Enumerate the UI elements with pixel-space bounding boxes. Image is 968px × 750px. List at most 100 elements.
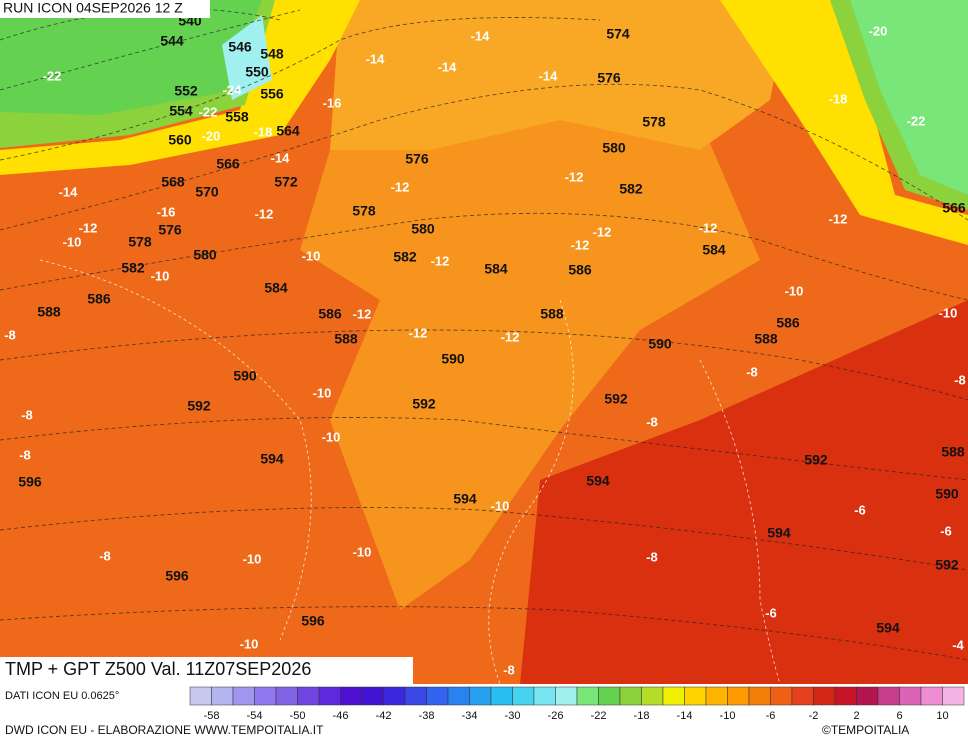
geopotential-label: 582 [619,181,643,197]
geopotential-label: 580 [411,221,435,237]
geopotential-label: 544 [160,33,184,49]
scale-label: -38 [419,710,435,722]
geopotential-label: 596 [165,568,189,584]
scale-label: -14 [677,710,693,722]
geopotential-label: 584 [484,261,508,277]
contour [0,9,301,91]
geopotential-label: 564 [276,123,300,139]
temperature-label: -10 [322,429,341,444]
scale-swatch [834,686,857,706]
contour [0,83,968,231]
geopotential-label: 586 [87,291,111,307]
temperature-label: -14 [59,184,79,199]
scale-swatch [555,686,578,706]
temperature-label: -8 [646,549,658,564]
temperature-label: -6 [854,502,866,517]
scale-swatch [920,686,943,706]
run-box [0,0,210,18]
zone-green [850,0,968,195]
scale-swatch [705,686,728,706]
scale-swatch [254,686,277,706]
geopotential-label: 584 [702,242,726,258]
scale-swatch [942,686,965,706]
geopotential-label: 594 [260,451,284,467]
scale-label: -58 [204,710,220,722]
scale-label: -42 [376,710,392,722]
geopotential-label: 548 [260,46,284,62]
scale-swatch [490,686,513,706]
scale-label: -10 [720,710,736,722]
scale-swatch [404,686,427,706]
zone-yellow [0,0,360,175]
color-scale: -58 -54 -50 -46 -42 -38 -34 -30 -26 -22 -18 -14 -10-… [189,686,965,722]
geopotential-label: 592 [412,396,436,412]
geopotential-label: 552 [174,83,198,99]
geopotential-label: 574 [606,26,630,42]
geopotential-label: 596 [301,613,325,629]
scale-swatch [318,686,341,706]
geopotential-label: 550 [245,64,269,80]
geopotential-label: 566 [216,156,240,172]
geopotential-label: 586 [318,306,342,322]
scale-swatch [813,686,836,706]
temperature-label: -16 [323,95,342,110]
isotherm [488,299,574,685]
scale-swatch [791,686,814,706]
geopotential-label: 570 [195,184,219,200]
zone-hot [520,300,968,684]
title-box [0,657,413,685]
scale-label: 2 [853,710,859,722]
temperature-label: -10 [243,551,262,566]
temperature-label: -12 [829,211,848,226]
scale-swatch [512,686,535,706]
geopotential-label: 546 [228,39,252,55]
zone-yellow [720,0,968,245]
map-title: TMP + GPT Z500 Val. 11Z07SEP2026 [5,659,311,679]
geopotential-label: 556 [260,86,284,102]
temperature-label: -6 [940,523,952,538]
scale-swatch [469,686,492,706]
scale-swatch [899,686,922,706]
temperature-label: -22 [907,113,926,128]
geopotential-label: 566 [942,200,966,216]
zone-mild [330,0,790,150]
geopotential-label: 576 [597,70,621,86]
temperature-label: -14 [438,59,458,74]
geopotential-label: 592 [804,452,828,468]
temperature-label: -10 [302,248,321,263]
temperature-label: -16 [157,204,176,219]
scale-label: 10 [936,710,948,722]
temperature-label: -12 [391,179,410,194]
copyright: ©TEMPOITALIA [822,723,909,737]
geopotential-label: 590 [233,368,257,384]
temperature-label: -8 [954,372,966,387]
temperature-label: -8 [21,407,33,422]
geopotential-label: 592 [935,557,959,573]
scale-label: 6 [896,710,902,722]
temperature-label: -10 [785,283,804,298]
geopotential-label: 594 [453,491,477,507]
credit: DWD ICON EU - ELABORAZIONE WWW.TEMPOITAL… [5,723,324,737]
temperature-label: -14 [471,28,491,43]
geopotential-label: 588 [37,304,61,320]
temperature-label: -18 [254,124,273,139]
scale-swatch [361,686,384,706]
geopotential-label: 578 [352,203,376,219]
scale-label: -2 [809,710,819,722]
scale-swatch [727,686,750,706]
geopotential-label: 586 [568,262,592,278]
temperature-label: -12 [353,306,372,321]
contour [0,212,968,301]
temperature-label: -12 [409,325,428,340]
temperature-label: -24 [223,82,243,97]
scale-swatch [877,686,900,706]
geopotential-label: 554 [169,103,193,119]
temperature-label: -8 [503,662,515,677]
scale-label: -34 [462,710,478,722]
temperature-label: -18 [829,91,848,106]
contour [0,329,968,401]
scale-swatch [533,686,556,706]
scale-swatch [641,686,664,706]
